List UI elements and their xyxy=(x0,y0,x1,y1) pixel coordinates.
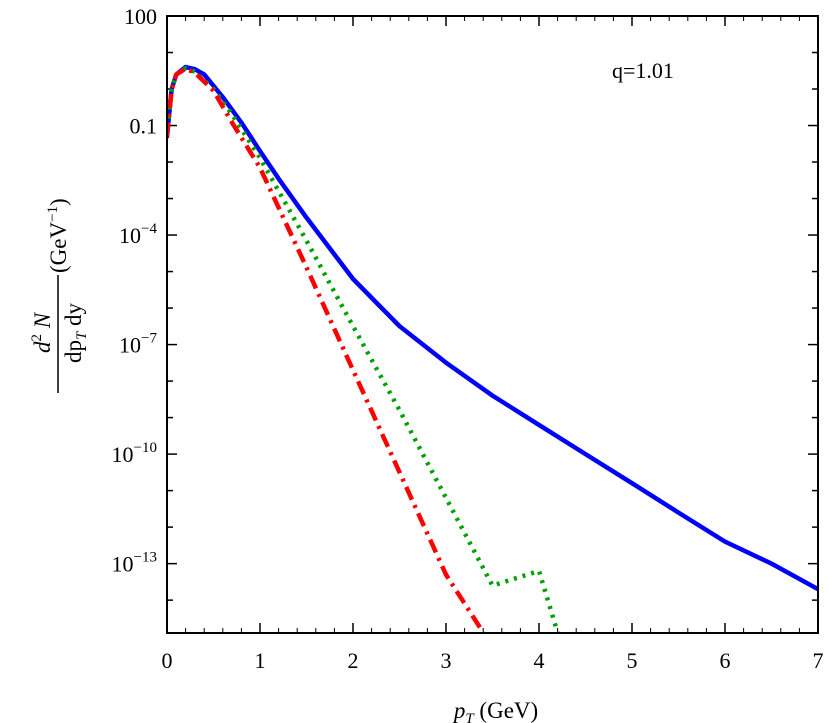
series-layer xyxy=(167,64,818,633)
y-tick-label-3: 10−7 xyxy=(119,331,157,358)
series-dashdot-line xyxy=(167,66,486,633)
y-tick-label-0: 100 xyxy=(124,4,157,29)
x-tick-label-4: 4 xyxy=(534,648,545,673)
x-tick-label-6: 6 xyxy=(720,648,731,673)
y-title-numerator: d2 N xyxy=(29,311,55,353)
x-tick-label-0: 0 xyxy=(162,648,173,673)
y-title-unit: (GeV−1) xyxy=(45,198,71,273)
y-tick-label-5: 10−13 xyxy=(112,550,157,577)
y-tick-labels: 100 0.1 10−4 10−7 10−10 10−13 xyxy=(112,4,158,577)
series-dotted-line xyxy=(167,66,560,633)
annotation-q: q=1.01 xyxy=(612,58,674,83)
y-tick-label-4: 10−10 xyxy=(112,440,157,467)
series-solid-line xyxy=(167,64,818,592)
y-title-denominator: dpT dy xyxy=(61,302,90,363)
plot-frame xyxy=(166,15,819,634)
x-tick-label-2: 2 xyxy=(348,648,359,673)
x-tick-labels: 0 1 2 3 4 5 6 7 xyxy=(162,648,824,673)
x-tick-label-7: 7 xyxy=(813,648,824,673)
x-tick-label-5: 5 xyxy=(627,648,638,673)
x-tick-label-3: 3 xyxy=(441,648,452,673)
y-tick-label-2: 10−4 xyxy=(119,221,157,248)
x-axis-title: pT (GeV) xyxy=(452,698,538,723)
y-tick-label-1: 0.1 xyxy=(130,114,158,139)
x-tick-label-1: 1 xyxy=(255,648,266,673)
y-axis-title: d2 N dpT dy (GeV−1) xyxy=(29,198,90,393)
